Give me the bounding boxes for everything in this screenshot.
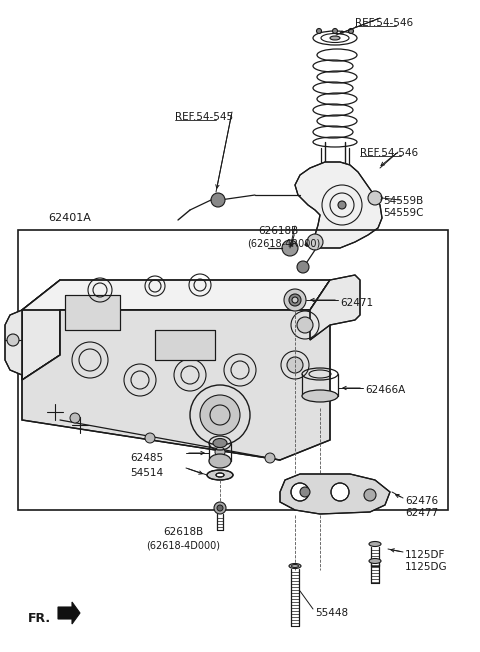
Text: 1125DF: 1125DF	[405, 550, 445, 560]
Bar	[18, 230, 448, 510]
Circle shape	[217, 505, 223, 511]
Text: 55448: 55448	[315, 608, 348, 618]
Bar	[155, 330, 215, 360]
Text: REF.54-545: REF.54-545	[175, 112, 233, 122]
Text: REF.54-546: REF.54-546	[360, 148, 418, 158]
Text: 1125DG: 1125DG	[405, 562, 448, 572]
Circle shape	[300, 487, 310, 497]
Ellipse shape	[216, 473, 224, 477]
Polygon shape	[22, 280, 330, 310]
Polygon shape	[5, 310, 22, 380]
Circle shape	[215, 447, 225, 457]
Circle shape	[348, 29, 353, 33]
Text: REF.54-546: REF.54-546	[355, 18, 413, 28]
Text: 54559B: 54559B	[383, 196, 423, 206]
Ellipse shape	[369, 559, 381, 563]
Circle shape	[333, 29, 337, 33]
Ellipse shape	[207, 470, 233, 480]
Circle shape	[368, 191, 382, 205]
Circle shape	[70, 413, 80, 423]
Bar	[65, 295, 120, 330]
Circle shape	[331, 483, 349, 501]
Polygon shape	[295, 162, 382, 248]
Ellipse shape	[213, 439, 227, 447]
Ellipse shape	[289, 563, 301, 569]
Circle shape	[292, 297, 298, 303]
Bar	[65, 295, 120, 330]
Circle shape	[297, 261, 309, 273]
Circle shape	[316, 29, 322, 33]
Circle shape	[291, 483, 309, 501]
Text: 62485: 62485	[130, 453, 163, 463]
Polygon shape	[22, 280, 330, 460]
Circle shape	[289, 294, 301, 306]
Ellipse shape	[209, 454, 231, 468]
Text: 62401A: 62401A	[48, 213, 91, 223]
Text: FR.: FR.	[28, 612, 51, 625]
Text: 54514: 54514	[130, 468, 163, 478]
Circle shape	[7, 334, 19, 346]
Ellipse shape	[369, 542, 381, 546]
Circle shape	[364, 489, 376, 501]
Text: 62618B: 62618B	[163, 527, 203, 537]
Bar	[155, 330, 215, 360]
Circle shape	[145, 433, 155, 443]
Polygon shape	[280, 474, 390, 514]
Circle shape	[214, 502, 226, 514]
Circle shape	[338, 201, 346, 209]
Circle shape	[211, 193, 225, 207]
Text: (62618-4D000): (62618-4D000)	[146, 540, 220, 550]
Polygon shape	[310, 275, 360, 340]
Circle shape	[265, 453, 275, 463]
Circle shape	[200, 395, 240, 435]
Circle shape	[297, 317, 313, 333]
Polygon shape	[22, 280, 60, 380]
Polygon shape	[58, 602, 80, 624]
Text: (62618-4R000): (62618-4R000)	[247, 238, 320, 248]
Circle shape	[287, 357, 303, 373]
Text: 62466A: 62466A	[365, 385, 405, 395]
Ellipse shape	[330, 36, 340, 40]
Text: 62618B: 62618B	[258, 226, 298, 236]
Text: 62477: 62477	[405, 508, 438, 518]
Text: 62471: 62471	[340, 298, 373, 308]
Ellipse shape	[302, 390, 338, 402]
Circle shape	[307, 234, 323, 250]
Text: 62476: 62476	[405, 496, 438, 506]
Text: 54559C: 54559C	[383, 208, 423, 218]
Circle shape	[282, 240, 298, 256]
Circle shape	[284, 289, 306, 311]
